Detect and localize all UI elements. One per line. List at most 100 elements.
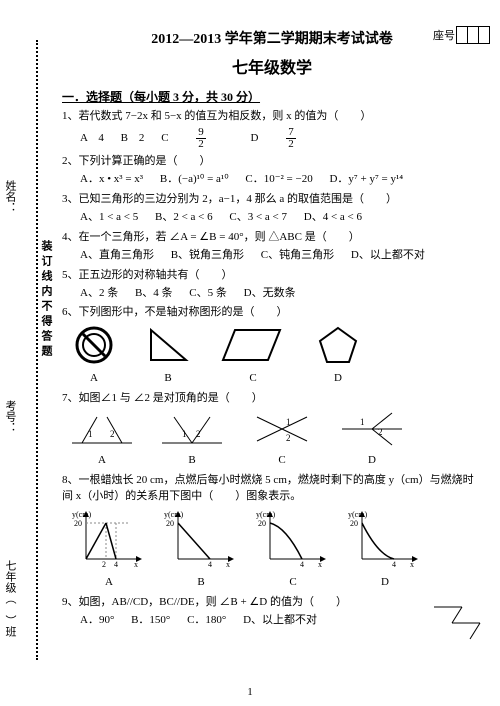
q9-figure — [430, 599, 486, 639]
svg-text:x: x — [226, 560, 230, 569]
q6-shape-d[interactable]: D — [316, 325, 360, 387]
q8-label-b: B — [164, 575, 238, 591]
q6-label-d: D — [316, 371, 360, 387]
angle-diagram-c: 1 2 — [252, 411, 312, 447]
svg-text:1: 1 — [286, 417, 291, 427]
q4-opt-a[interactable]: A、直角三角形 — [80, 248, 154, 264]
q7-shapes: 1 2 A 1 2 B — [72, 411, 482, 469]
q7-label-a: A — [72, 453, 132, 469]
class-field[interactable]: 七年级（ ）班 — [2, 560, 18, 637]
svg-text:1: 1 — [182, 429, 187, 439]
svg-text:2: 2 — [102, 560, 106, 569]
svg-text:4: 4 — [300, 560, 304, 569]
question-2: 2、下列计算正确的是（ ） A．x • x³ = x³ B．(−a)¹⁰ = a… — [62, 154, 482, 188]
q1-opt-b[interactable]: B 2 — [121, 131, 145, 147]
q2-opt-d[interactable]: D．y⁷ + y⁷ = y¹⁴ — [329, 172, 403, 188]
q2-opt-a[interactable]: A．x • x³ = x³ — [80, 172, 143, 188]
chart-c-svg: 20 4 y(cm) x — [256, 509, 330, 569]
chart-d-svg: 20 4 y(cm) x — [348, 509, 422, 569]
q6-text: 6、下列图形中，不是轴对称图形的是（ ） — [62, 306, 288, 318]
svg-text:20: 20 — [166, 519, 174, 528]
q3-opt-c[interactable]: C、3 < a < 7 — [229, 210, 287, 226]
svg-text:y(cm): y(cm) — [348, 510, 367, 519]
q4-options: A、直角三角形 B、锐角三角形 C、钝角三角形 D、以上都不对 — [80, 248, 482, 264]
q3-options: A、1 < a < 5 B、2 < a < 6 C、3 < a < 7 D、4 … — [80, 210, 482, 226]
question-9: 9、如图，AB//CD，BC//DE，则 ∠B + ∠D 的值为（ ） A．90… — [62, 595, 482, 629]
q8-chart-c[interactable]: 20 4 y(cm) x C — [256, 509, 330, 591]
q9-options: A．90° B．150° C．180° D、以上都不对 — [80, 613, 482, 629]
q5-text: 5、正五边形的对称轴共有（ ） — [62, 269, 233, 281]
q3-opt-a[interactable]: A、1 < a < 5 — [80, 210, 138, 226]
q4-opt-b[interactable]: B、锐角三角形 — [171, 248, 244, 264]
q1-options: A 4 B 2 C 92 D 72 — [80, 127, 482, 150]
q3-opt-b[interactable]: B、2 < a < 6 — [155, 210, 213, 226]
q8-chart-d[interactable]: 20 4 y(cm) x D — [348, 509, 422, 591]
q6-shape-b[interactable]: B — [146, 325, 190, 387]
q2-opt-b[interactable]: B．(−a)¹⁰ = a¹⁰ — [160, 172, 229, 188]
q4-opt-d[interactable]: D、以上都不对 — [351, 248, 425, 264]
q6-label-b: B — [146, 371, 190, 387]
q1-opt-a[interactable]: A 4 — [80, 131, 104, 147]
q7-shape-a[interactable]: 1 2 A — [72, 411, 132, 469]
exam-page: 装订线内不得答题 姓名： 考号： 七年级（ ）班 座号 2012—2013 学年… — [0, 0, 500, 706]
no-smoking-icon — [72, 325, 116, 365]
question-5: 5、正五边形的对称轴共有（ ） A、2 条 B、4 条 C、5 条 D、无数条 — [62, 268, 482, 302]
q6-shape-a[interactable]: A — [72, 325, 116, 387]
angle-diagram-a: 1 2 — [72, 411, 132, 447]
svg-text:4: 4 — [114, 560, 118, 569]
q7-shape-c[interactable]: 1 2 C — [252, 411, 312, 469]
q5-opt-d[interactable]: D、无数条 — [244, 286, 296, 302]
angle-diagram-d: 1 2 — [342, 411, 402, 447]
q1-opt-c[interactable]: C 92 — [161, 127, 234, 150]
q6-shapes: A B C D — [72, 325, 482, 387]
svg-text:x: x — [318, 560, 322, 569]
q7-shape-b[interactable]: 1 2 B — [162, 411, 222, 469]
q6-label-c: C — [220, 371, 286, 387]
exam-number-field[interactable]: 考号： — [2, 400, 18, 433]
student-name-field[interactable]: 姓名： — [2, 180, 18, 213]
q9-opt-d[interactable]: D、以上都不对 — [243, 613, 317, 629]
q6-shape-c[interactable]: C — [220, 325, 286, 387]
question-1: 1、若代数式 7−2x 和 5−x 的值互为相反数，则 x 的值为（ ） A 4… — [62, 109, 482, 150]
question-8: 8、一根蜡烛长 20 cm，点燃后每小时燃烧 5 cm，燃烧时剩下的高度 y（c… — [62, 473, 482, 591]
q5-opt-a[interactable]: A、2 条 — [80, 286, 118, 302]
q7-label-b: B — [162, 453, 222, 469]
binding-note: 装订线内不得答题 — [38, 240, 54, 360]
q8-label-a: A — [72, 575, 146, 591]
q9-opt-c[interactable]: C．180° — [187, 613, 226, 629]
q8-label-c: C — [256, 575, 330, 591]
q7-shape-d[interactable]: 1 2 D — [342, 411, 402, 469]
angle-diagram-b: 1 2 — [162, 411, 222, 447]
q5-opt-b[interactable]: B、4 条 — [135, 286, 173, 302]
question-6: 6、下列图形中，不是轴对称图形的是（ ） A B — [62, 305, 482, 387]
svg-text:2: 2 — [196, 429, 201, 439]
parallelogram-icon — [220, 325, 286, 365]
svg-text:20: 20 — [258, 519, 266, 528]
svg-text:y(cm): y(cm) — [164, 510, 183, 519]
svg-text:20: 20 — [74, 519, 82, 528]
chart-a-svg: 20 2 4 y(cm) x — [72, 509, 146, 569]
q2-text: 2、下列计算正确的是（ ） — [62, 155, 211, 167]
q8-chart-a[interactable]: 20 2 4 y(cm) x A — [72, 509, 146, 591]
q8-charts: 20 2 4 y(cm) x A — [72, 509, 482, 591]
q9-opt-b[interactable]: B．150° — [131, 613, 170, 629]
q3-opt-d[interactable]: D、4 < a < 6 — [304, 210, 362, 226]
svg-text:y(cm): y(cm) — [256, 510, 275, 519]
q9-opt-a[interactable]: A．90° — [80, 613, 114, 629]
svg-text:x: x — [134, 560, 138, 569]
q8-chart-b[interactable]: 20 4 y(cm) x B — [164, 509, 238, 591]
q4-text: 4、在一个三角形，若 ∠A = ∠B = 40°，则 △ABC 是（ ） — [62, 231, 360, 243]
main-title: 2012—2013 学年第二学期期末考试试卷 — [62, 28, 482, 48]
q8-text: 8、一根蜡烛长 20 cm，点燃后每小时燃烧 5 cm，燃烧时剩下的高度 y（c… — [62, 474, 474, 502]
svg-text:20: 20 — [350, 519, 358, 528]
q8-label-d: D — [348, 575, 422, 591]
svg-text:2: 2 — [378, 427, 383, 437]
q6-label-a: A — [72, 371, 116, 387]
section-1-title: 一．选择题（每小题 3 分，共 30 分） — [62, 88, 482, 105]
q1-opt-d[interactable]: D 72 — [251, 127, 324, 150]
svg-text:4: 4 — [392, 560, 396, 569]
svg-text:x: x — [410, 560, 414, 569]
q2-opt-c[interactable]: C．10⁻² = −20 — [245, 172, 312, 188]
q5-opt-c[interactable]: C、5 条 — [189, 286, 227, 302]
q4-opt-c[interactable]: C、钝角三角形 — [261, 248, 334, 264]
